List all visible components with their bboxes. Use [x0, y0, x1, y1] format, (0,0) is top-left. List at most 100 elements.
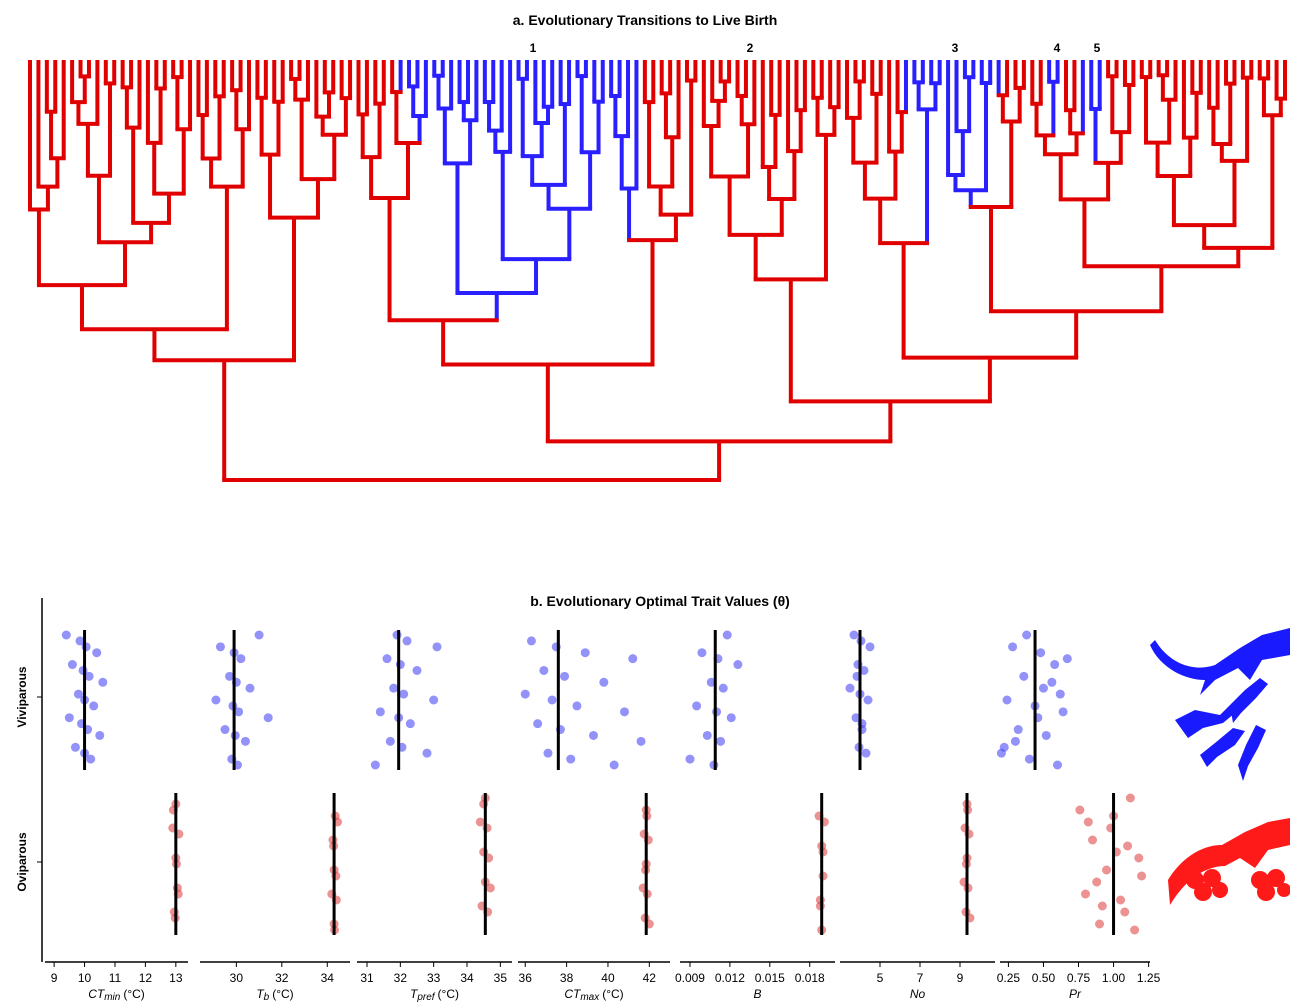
point	[716, 736, 726, 746]
point	[73, 689, 83, 699]
point	[1120, 907, 1130, 917]
x-tick-label: 38	[560, 971, 574, 985]
point	[706, 677, 716, 687]
point	[1041, 730, 1051, 740]
point	[485, 883, 495, 893]
x-tick-label: 33	[427, 971, 441, 985]
x-tick-label: 0.018	[795, 971, 825, 985]
x-axis-label: CTmin (°C)	[88, 987, 145, 1002]
transition-label: 1	[530, 41, 537, 55]
label-sub: pref	[416, 992, 435, 1002]
point	[1047, 677, 1057, 687]
x-tick-label: 32	[394, 971, 408, 985]
x-tick-label: 1.00	[1102, 971, 1126, 985]
label-main: CT	[88, 987, 106, 1001]
x-tick-label: 9	[51, 971, 58, 985]
x-tick-label: 34	[460, 971, 474, 985]
point	[722, 630, 732, 640]
point	[1083, 817, 1093, 827]
point	[702, 730, 712, 740]
point	[429, 695, 439, 705]
point	[1008, 642, 1018, 652]
transition-label: 3	[952, 41, 959, 55]
point	[1013, 725, 1023, 735]
point	[389, 683, 399, 693]
point	[385, 736, 395, 746]
point	[405, 719, 415, 729]
point	[370, 760, 380, 770]
point	[86, 754, 96, 764]
label-main: B	[753, 987, 761, 1001]
label-unit: (°C)	[123, 987, 144, 1001]
x-tick-label: 9	[957, 971, 964, 985]
point	[220, 725, 230, 735]
x-tick-label: 13	[169, 971, 183, 985]
point	[636, 736, 646, 746]
transition-label: 2	[747, 41, 754, 55]
transition-label: 5	[1094, 41, 1101, 55]
x-tick-label: 0.50	[1032, 971, 1056, 985]
x-tick-label: 10	[78, 971, 92, 985]
x-tick-label: 40	[601, 971, 615, 985]
point	[543, 748, 553, 758]
point	[588, 730, 598, 740]
point	[254, 630, 264, 640]
point	[1088, 835, 1098, 845]
point	[865, 642, 875, 652]
x-axis-label: Tpref (°C)	[410, 987, 459, 1002]
point	[851, 713, 861, 723]
point	[599, 677, 609, 687]
point	[533, 719, 543, 729]
point	[1062, 654, 1072, 664]
point	[245, 683, 255, 693]
point	[547, 695, 557, 705]
point	[609, 760, 619, 770]
point	[733, 660, 743, 670]
point	[1022, 630, 1032, 640]
point	[98, 677, 108, 687]
x-axis-label: Pr	[1069, 987, 1082, 1001]
tree-title: a. Evolutionary Transitions to Live Birt…	[513, 12, 778, 28]
point	[859, 665, 869, 675]
viviparous-icon	[1150, 628, 1290, 781]
label-main: T	[256, 987, 265, 1001]
oviparous-icon	[1168, 818, 1290, 905]
point	[89, 701, 99, 711]
label-main: Pr	[1069, 987, 1082, 1001]
point	[92, 648, 102, 658]
x-tick-label: 35	[494, 971, 508, 985]
point	[580, 648, 590, 658]
point	[240, 736, 250, 746]
tree	[28, 60, 1287, 482]
x-tick-label: 31	[360, 971, 374, 985]
x-axis-label: B	[753, 987, 761, 1001]
x-tick-label: 0.012	[715, 971, 745, 985]
x-tick-label: 34	[321, 971, 335, 985]
label-unit: (°C)	[272, 987, 293, 1001]
point	[1024, 754, 1034, 764]
x-tick-label: 36	[519, 971, 533, 985]
point	[685, 754, 695, 764]
point	[520, 689, 530, 699]
point	[475, 817, 485, 827]
point	[402, 636, 412, 646]
point	[849, 630, 859, 640]
point	[1137, 871, 1147, 881]
point	[1052, 760, 1062, 770]
x-tick-label: 0.015	[755, 971, 785, 985]
point	[526, 636, 536, 646]
point	[75, 636, 85, 646]
y-category-label: Viviparous	[15, 666, 29, 727]
point	[628, 654, 638, 664]
label-main: CT	[564, 987, 582, 1001]
point	[84, 671, 94, 681]
label-main: No	[910, 987, 926, 1001]
label-sub: max	[580, 992, 600, 1002]
point	[432, 642, 442, 652]
point	[1058, 707, 1068, 717]
point	[863, 695, 873, 705]
point	[1050, 660, 1060, 670]
point	[1102, 865, 1112, 875]
point	[1092, 877, 1102, 887]
